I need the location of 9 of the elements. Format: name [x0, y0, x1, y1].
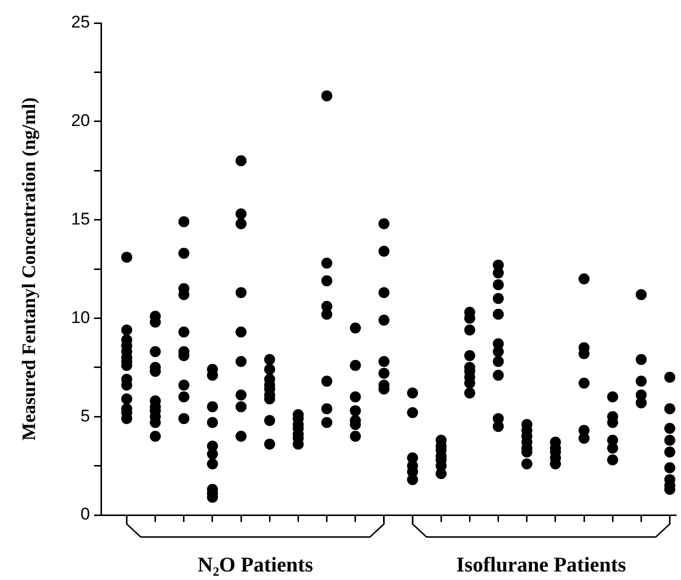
- y-tick-label: 0: [80, 504, 90, 524]
- y-tick-label: 15: [71, 209, 90, 228]
- y-tick-label: 25: [71, 12, 90, 32]
- text: N₂O Patients: [198, 552, 314, 576]
- y-axis-title: Measured Fentanyl Concentration (ng/ml): [18, 97, 40, 441]
- text: Isoflurane Patients: [456, 552, 626, 576]
- y-tick-label: 20: [71, 111, 90, 130]
- y-tick-label: 5: [80, 406, 90, 426]
- y-tick-label: 10: [71, 308, 90, 327]
